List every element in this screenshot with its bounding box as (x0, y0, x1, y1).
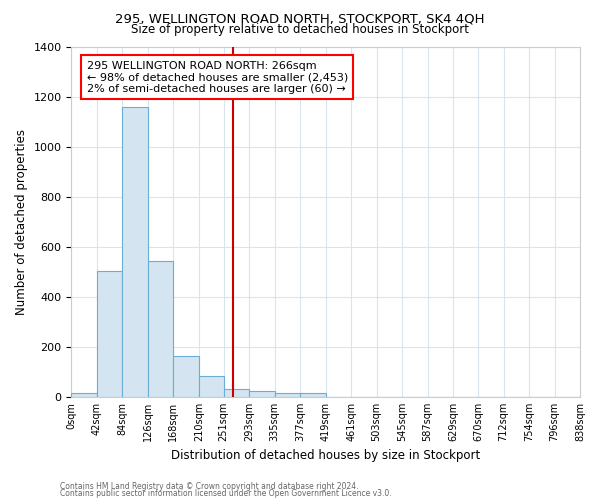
Y-axis label: Number of detached properties: Number of detached properties (15, 128, 28, 314)
Bar (275, 393, 300, 397)
X-axis label: Distribution of detached houses by size in Stockport: Distribution of detached houses by size … (171, 450, 481, 462)
Bar (199, 376, 224, 397)
Bar (300, 393, 326, 397)
Bar (249, 392, 275, 397)
Text: Contains HM Land Registry data © Crown copyright and database right 2024.: Contains HM Land Registry data © Crown c… (60, 482, 359, 491)
Bar (173, 356, 199, 397)
Bar (148, 260, 173, 397)
Text: Contains public sector information licensed under the Open Government Licence v3: Contains public sector information licen… (60, 489, 392, 498)
Bar (224, 389, 249, 397)
Bar (97, 271, 122, 397)
Bar (122, 106, 148, 397)
Text: 295 WELLINGTON ROAD NORTH: 266sqm
← 98% of detached houses are smaller (2,453)
2: 295 WELLINGTON ROAD NORTH: 266sqm ← 98% … (86, 60, 348, 94)
Bar (71, 394, 97, 397)
Text: 295, WELLINGTON ROAD NORTH, STOCKPORT, SK4 4QH: 295, WELLINGTON ROAD NORTH, STOCKPORT, S… (115, 12, 485, 26)
Text: Size of property relative to detached houses in Stockport: Size of property relative to detached ho… (131, 22, 469, 36)
